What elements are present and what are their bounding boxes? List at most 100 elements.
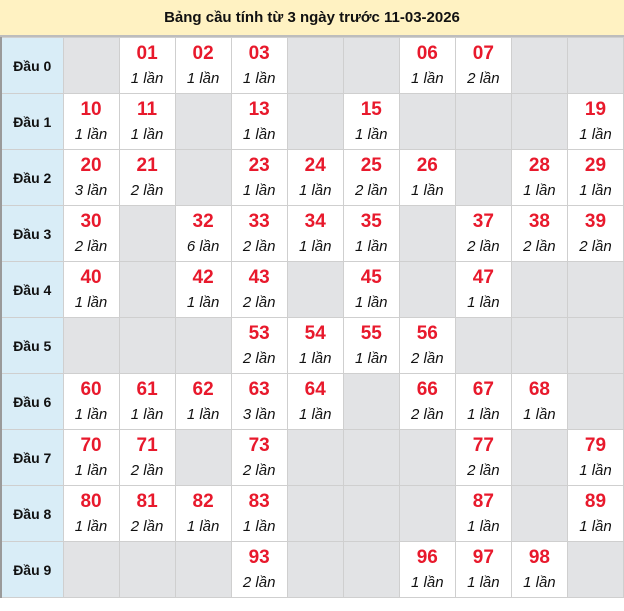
count: 1 lần [467, 293, 500, 311]
count: 2 lần [467, 237, 500, 255]
table-row: Đầu 2 20 3 lần 21 2 lần 23 1 lần 24 1 lần 25 2 lần… [0, 149, 624, 206]
empty-cell [286, 429, 344, 486]
number: 89 [584, 490, 607, 512]
number-cell: 10 1 lần [62, 93, 120, 150]
count: 1 lần [467, 405, 500, 423]
count: 2 lần [354, 181, 388, 199]
count: 1 lần [242, 69, 276, 87]
number-cell: 29 1 lần [566, 149, 624, 206]
empty-cell [174, 429, 232, 486]
empty-cell [566, 373, 624, 430]
count: 2 lần [242, 293, 276, 311]
count: 1 lần [130, 405, 164, 423]
empty-cell [286, 485, 344, 542]
count: 1 lần [242, 181, 276, 199]
number-cell: 43 2 lần [230, 261, 288, 318]
count: 1 lần [186, 405, 220, 423]
number-cell: 01 1 lần [118, 37, 176, 94]
number: 33 [248, 210, 270, 232]
count: 1 lần [130, 125, 164, 143]
table-row: Đầu 8 80 1 lần 81 2 lần 82 1 lần 83 1 lần 87 1 lần… [0, 485, 624, 542]
number: 20 [80, 154, 102, 176]
row-label: Đầu 3 [0, 205, 64, 262]
table-row: Đầu 9 93 2 lần 96 1 lần 97 1 lần 98 1 lần [0, 541, 624, 598]
number: 68 [528, 378, 550, 400]
number: 97 [472, 546, 494, 568]
number: 81 [136, 490, 158, 512]
empty-cell [286, 541, 344, 598]
count: 2 lần [130, 461, 164, 479]
number: 37 [472, 210, 494, 232]
row-label: Đầu 8 [0, 485, 64, 542]
number-cell: 87 1 lần [454, 485, 512, 542]
number: 67 [472, 378, 494, 400]
empty-cell [510, 37, 568, 94]
count: 3 lần [74, 181, 108, 199]
number: 87 [472, 490, 494, 512]
number: 56 [416, 322, 438, 344]
count: 2 lần [467, 69, 500, 87]
number-cell: 26 1 lần [398, 149, 456, 206]
count: 1 lần [242, 517, 276, 535]
empty-cell [510, 93, 568, 150]
number-cell: 53 2 lần [230, 317, 288, 374]
number: 47 [472, 266, 494, 288]
count: 1 lần [411, 573, 444, 591]
table-row: Đầu 5 53 2 lần 54 1 lần 55 1 lần 56 2 lần [0, 317, 624, 374]
count: 2 lần [242, 573, 276, 591]
number: 64 [304, 378, 326, 400]
count: 6 lần [186, 237, 220, 255]
empty-cell [566, 317, 624, 374]
number-cell: 79 1 lần [566, 429, 624, 486]
number: 10 [80, 98, 102, 120]
empty-cell [398, 93, 456, 150]
number-cell: 71 2 lần [118, 429, 176, 486]
table-row: Đầu 3 30 2 lần 32 6 lần 33 2 lần 34 1 lần 35 1 lần… [0, 205, 624, 262]
empty-cell [62, 317, 120, 374]
number: 06 [416, 42, 438, 64]
number-cell: 39 2 lần [566, 205, 624, 262]
number-cell: 37 2 lần [454, 205, 512, 262]
number-cell: 54 1 lần [286, 317, 344, 374]
empty-cell [342, 373, 400, 430]
number: 32 [192, 210, 214, 232]
count: 1 lần [354, 293, 388, 311]
count: 1 lần [354, 125, 388, 143]
number: 83 [248, 490, 270, 512]
number-cell: 82 1 lần [174, 485, 232, 542]
number: 03 [248, 42, 270, 64]
number-cell: 20 3 lần [62, 149, 120, 206]
count: 1 lần [354, 349, 388, 367]
row-label: Đầu 9 [0, 541, 64, 598]
empty-cell [342, 541, 400, 598]
empty-cell [286, 93, 344, 150]
row-label: Đầu 1 [0, 93, 64, 150]
number: 62 [192, 378, 214, 400]
count: 2 lần [130, 517, 164, 535]
count: 1 lần [74, 125, 108, 143]
number: 45 [360, 266, 382, 288]
empty-cell [342, 429, 400, 486]
number: 98 [528, 546, 550, 568]
count: 1 lần [579, 125, 612, 143]
row-label: Đầu 6 [0, 373, 64, 430]
number-cell: 98 1 lần [510, 541, 568, 598]
number-cell: 67 1 lần [454, 373, 512, 430]
count: 2 lần [411, 405, 444, 423]
count: 1 lần [523, 405, 556, 423]
number-cell: 97 1 lần [454, 541, 512, 598]
number-cell: 61 1 lần [118, 373, 176, 430]
count: 1 lần [74, 461, 108, 479]
number-cell: 66 2 lần [398, 373, 456, 430]
empty-cell [286, 261, 344, 318]
number: 70 [80, 434, 102, 456]
empty-cell [62, 37, 120, 94]
number-cell: 23 1 lần [230, 149, 288, 206]
number: 02 [192, 42, 214, 64]
empty-cell [398, 205, 456, 262]
empty-cell [510, 485, 568, 542]
count: 1 lần [467, 517, 500, 535]
number-cell: 77 2 lần [454, 429, 512, 486]
count: 1 lần [523, 573, 556, 591]
number: 80 [80, 490, 102, 512]
